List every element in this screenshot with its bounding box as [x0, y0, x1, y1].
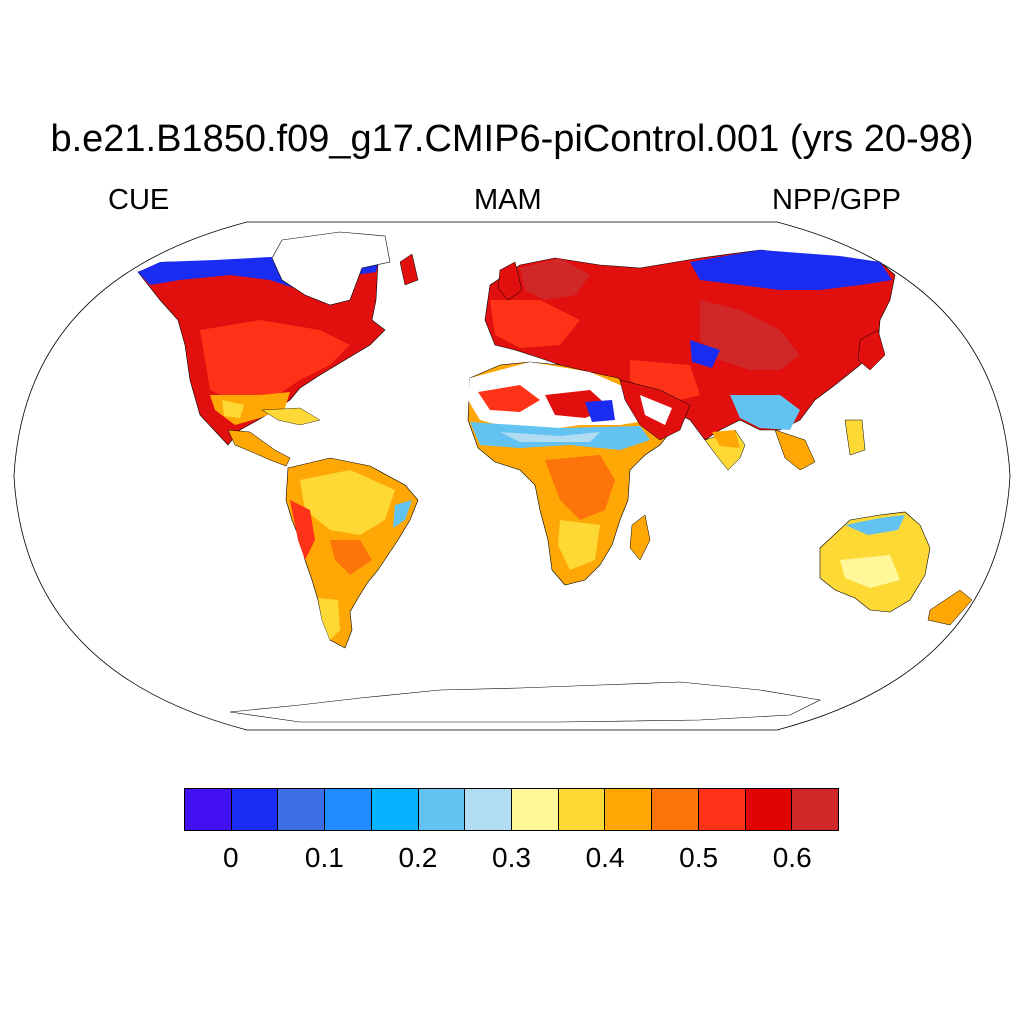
- colorbar-box: [185, 789, 232, 830]
- colorbar-tick-label: 0.5: [679, 842, 719, 873]
- colorbar-tick-label: 0.3: [492, 842, 531, 873]
- colorbar-box: [605, 789, 653, 830]
- colorbar-tick-label: 0.4: [585, 842, 625, 873]
- colorbar-tick-label: 0.1: [304, 842, 344, 873]
- colorbar-box: [231, 789, 279, 830]
- colorbar-box: [698, 789, 746, 830]
- colorbar-tick-label: 0: [222, 842, 239, 873]
- colorbar-box: [418, 789, 466, 830]
- subtitle-left: CUE: [108, 184, 170, 216]
- africa: [467, 361, 691, 586]
- plot-title: b.e21.B1850.f09_g17.CMIP6-piControl.001 …: [50, 118, 974, 160]
- colorbar-box: [558, 789, 606, 830]
- colorbar-tick-label: 0.6: [772, 842, 812, 873]
- colorbar: [184, 788, 839, 831]
- australia: [819, 511, 973, 626]
- antarctica-coastline: [229, 681, 821, 723]
- colorbar-box: [745, 789, 793, 830]
- colorbar-box: [325, 789, 372, 830]
- colorbar-box: [371, 789, 419, 830]
- subtitle-right: NPP/GPP: [772, 184, 901, 216]
- eurasia: [399, 249, 896, 471]
- south-america: [285, 457, 419, 649]
- colorbar-tick-label: 0.2: [398, 842, 438, 873]
- subtitle-center: MAM: [474, 184, 542, 216]
- colorbar-box: [278, 789, 326, 830]
- colorbar-box: [465, 789, 513, 830]
- north-america: [137, 231, 391, 467]
- colorbar-box: [652, 789, 699, 830]
- colorbar-box: [792, 789, 839, 830]
- colorbar-box: [512, 789, 559, 830]
